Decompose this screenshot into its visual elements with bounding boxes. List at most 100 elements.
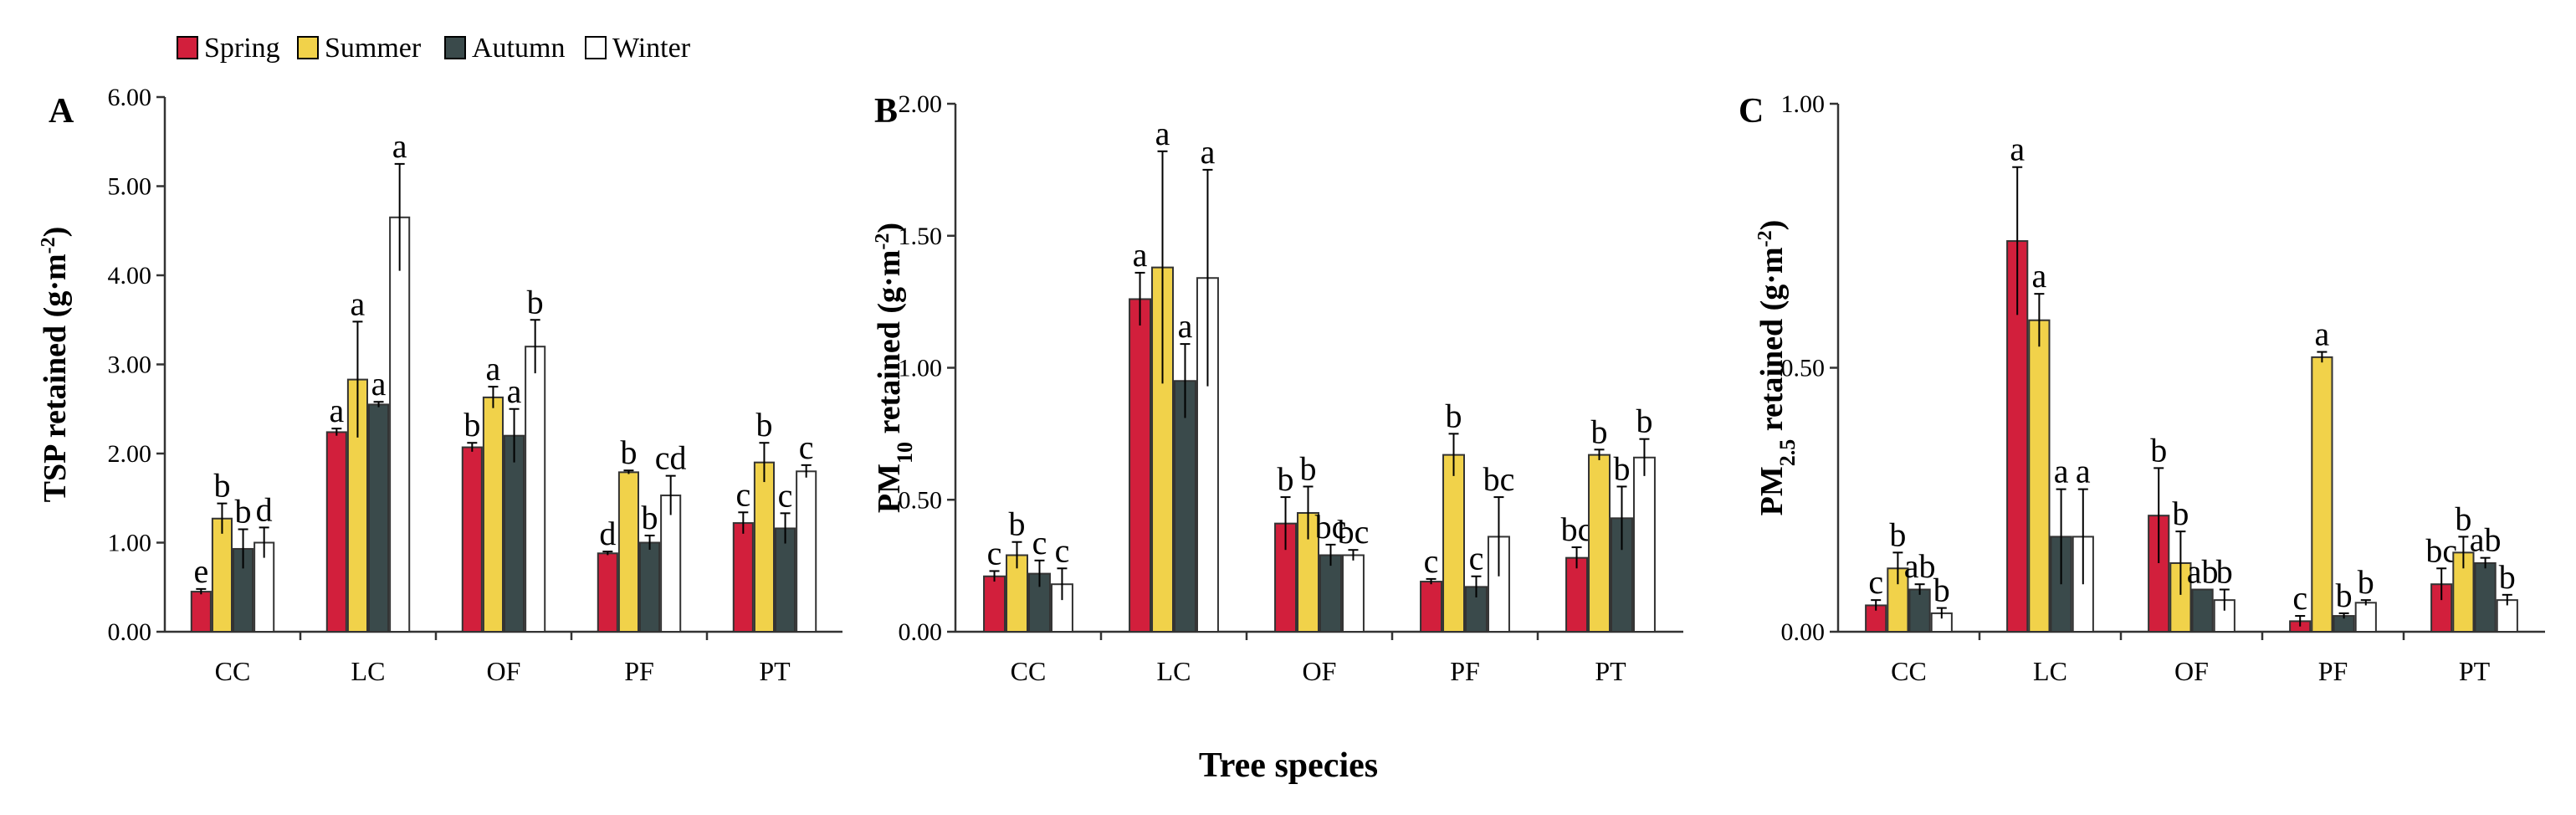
legend-swatch-autumn bbox=[444, 36, 466, 59]
significance-letter: b bbox=[527, 283, 544, 320]
bar-spring-lc bbox=[325, 431, 347, 633]
legend-swatch-summer bbox=[297, 36, 319, 59]
significance-letter: b bbox=[1009, 505, 1026, 543]
bar-summer-lc bbox=[2028, 319, 2051, 633]
bar-spring-pf bbox=[1420, 581, 1443, 633]
significance-letter: b bbox=[1636, 402, 1652, 440]
y-axis-title-middle: retained (g·m bbox=[1754, 247, 1790, 438]
y-axis-title-main: PM bbox=[872, 464, 907, 513]
significance-letter: b bbox=[2216, 553, 2233, 591]
bar-autumn-pt bbox=[2474, 561, 2497, 633]
y-tick-label: 0.50 bbox=[899, 486, 943, 514]
bar-winter-pf bbox=[660, 495, 682, 633]
y-axis-title: PM2.5 retained (g·m-2) bbox=[1754, 220, 1800, 516]
significance-letter: c bbox=[1424, 542, 1439, 580]
y-axis-title-main: TSP retained (g·m bbox=[38, 254, 73, 502]
significance-letter: c bbox=[1469, 540, 1484, 577]
significance-letter: b bbox=[1933, 572, 1950, 609]
significance-letter: b bbox=[1889, 515, 1906, 553]
x-tick-label: PT bbox=[759, 656, 791, 686]
x-tick-label: LC bbox=[351, 656, 386, 686]
y-tick-label: 0.00 bbox=[899, 618, 943, 646]
bar-summer-of bbox=[482, 396, 504, 633]
bar-spring-of bbox=[461, 446, 483, 633]
y-axis-title-middle: retained (g·m bbox=[872, 250, 907, 442]
y-tick-label: 3.00 bbox=[108, 351, 152, 379]
bar-summer-pf bbox=[1442, 454, 1466, 633]
x-tick-label: OF bbox=[1303, 656, 1337, 686]
significance-letter: c bbox=[778, 476, 793, 514]
significance-letter: cd bbox=[655, 439, 687, 477]
significance-letter: bc bbox=[1483, 460, 1515, 498]
bar-spring-pt bbox=[1565, 556, 1589, 633]
y-axis-title-end: ) bbox=[38, 227, 73, 238]
significance-letter: e bbox=[193, 552, 208, 590]
bar-autumn-pt bbox=[775, 527, 796, 633]
significance-letter: d bbox=[599, 515, 616, 552]
significance-letter: a bbox=[2315, 315, 2330, 353]
significance-letter: a bbox=[392, 127, 407, 165]
x-tick-label: PF bbox=[624, 656, 654, 686]
bar-spring-cc bbox=[983, 575, 1006, 633]
bar-winter-of bbox=[1341, 554, 1365, 633]
significance-letter: bc bbox=[1561, 510, 1593, 548]
bar-winter-cc bbox=[1050, 583, 1073, 633]
bar-autumn-cc bbox=[1908, 588, 1931, 633]
bar-spring-cc bbox=[190, 591, 212, 633]
legend-label-summer: Summer bbox=[325, 33, 422, 64]
significance-letter: a bbox=[1133, 236, 1148, 274]
bar-spring-pf bbox=[597, 552, 618, 633]
bar-spring-pt bbox=[732, 522, 754, 633]
significance-letter: a bbox=[2076, 453, 2091, 490]
x-axis-title: Tree species bbox=[1199, 746, 1378, 785]
bar-autumn-lc bbox=[368, 403, 390, 633]
significance-letter: b bbox=[2455, 500, 2471, 537]
bar-winter-pf bbox=[2354, 602, 2377, 633]
significance-letter: b bbox=[1300, 449, 1317, 487]
x-tick-label: OF bbox=[2174, 656, 2209, 686]
bar-winter-pt bbox=[796, 470, 817, 633]
x-tick-label: CC bbox=[215, 656, 251, 686]
significance-letter: b bbox=[2358, 563, 2374, 601]
y-tick-label: 6.00 bbox=[108, 84, 152, 111]
y-tick-label: 1.00 bbox=[1781, 90, 1826, 118]
x-tick-label: PT bbox=[2459, 656, 2491, 686]
legend-label-spring: Spring bbox=[204, 33, 280, 64]
y-tick-label: 1.00 bbox=[108, 530, 152, 557]
bar-autumn-of bbox=[1319, 554, 1342, 633]
significance-letter: a bbox=[507, 372, 522, 410]
panel-b: B PM10 retained (g·m-2) 0.00 0.50 1.00 1.50 2.… bbox=[872, 90, 1683, 686]
y-axis-title-end: ) bbox=[872, 223, 907, 233]
significance-letter: c bbox=[1055, 531, 1070, 569]
significance-letter: a bbox=[2054, 453, 2069, 490]
bar-spring-lc bbox=[2006, 240, 2029, 633]
significance-letter: a bbox=[1155, 115, 1170, 152]
y-tick-label: 0.00 bbox=[1781, 618, 1826, 646]
y-tick-label: 2.00 bbox=[899, 90, 943, 118]
significance-letter: b bbox=[620, 433, 637, 471]
x-tick-label: CC bbox=[1011, 656, 1047, 686]
y-tick-label: 2.00 bbox=[108, 440, 152, 468]
significance-letter: b bbox=[642, 499, 658, 536]
y-axis-title-superscript: -2 bbox=[38, 237, 59, 254]
significance-letter: a bbox=[2032, 257, 2047, 295]
y-tick-label: 0.00 bbox=[108, 618, 152, 646]
y-tick-label: 5.00 bbox=[108, 173, 152, 201]
x-tick-label: PT bbox=[1595, 656, 1626, 686]
panel-letter: B bbox=[874, 92, 898, 131]
bar-winter-pt bbox=[1632, 456, 1656, 633]
significance-letter: c bbox=[2292, 579, 2307, 617]
x-tick-label: LC bbox=[1157, 656, 1191, 686]
panel-letter: C bbox=[1739, 92, 1764, 131]
significance-letter: b bbox=[1591, 413, 1608, 450]
significance-letter: d bbox=[256, 490, 273, 528]
significance-letter: b bbox=[2336, 577, 2353, 614]
y-tick-label: 0.50 bbox=[1781, 355, 1826, 382]
bar-winter-lc bbox=[389, 216, 411, 633]
significance-letter: a bbox=[351, 284, 366, 322]
legend-swatch-winter bbox=[585, 36, 607, 59]
significance-letter: c bbox=[1032, 524, 1047, 561]
significance-letter: c bbox=[1868, 563, 1883, 601]
y-axis-title-superscript: -2 bbox=[1754, 230, 1776, 247]
